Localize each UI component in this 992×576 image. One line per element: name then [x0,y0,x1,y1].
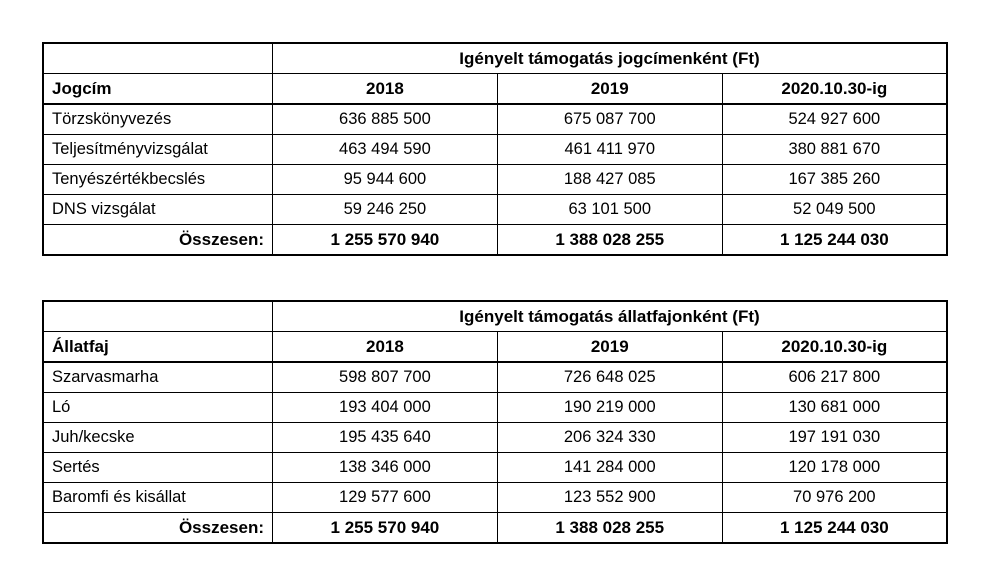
year-header-2019: 2019 [496,331,723,363]
value-cell: 130 681 000 [721,392,948,423]
value-cell: 598 807 700 [272,361,498,393]
value-cell: 52 049 500 [721,194,948,225]
value-cell: 461 411 970 [496,134,723,165]
table-title: Igényelt támogatás állatfajonként (Ft) [272,300,948,332]
value-cell: 95 944 600 [272,164,498,195]
row-label: Sertés [42,452,273,483]
table-row: Baromfi és kisállat 129 577 600 123 552 … [42,482,948,513]
value-cell: 463 494 590 [272,134,498,165]
value-cell: 129 577 600 [272,482,498,513]
row-label: Teljesítményvizsgálat [42,134,273,165]
row-label: Tenyészértékbecslés [42,164,273,195]
value-cell: 524 927 600 [721,103,948,135]
value-cell: 59 246 250 [272,194,498,225]
table-support-by-legal-title: Igényelt támogatás jogcímenként (Ft) Jog… [42,42,948,256]
corner-empty-cell [42,300,273,332]
table-row: Ló 193 404 000 190 219 000 130 681 000 [42,392,948,423]
total-label: Összesen: [42,224,273,256]
value-cell: 138 346 000 [272,452,498,483]
value-cell: 380 881 670 [721,134,948,165]
value-cell: 70 976 200 [721,482,948,513]
row-label: Törzskönyvezés [42,103,273,135]
year-header-2020: 2020.10.30-ig [721,73,948,105]
row-label: Juh/kecske [42,422,273,453]
table-row: Törzskönyvezés 636 885 500 675 087 700 5… [42,103,948,135]
table-title-row: Igényelt támogatás jogcímenként (Ft) [42,42,948,74]
year-header-2020: 2020.10.30-ig [721,331,948,363]
table-row: Szarvasmarha 598 807 700 726 648 025 606… [42,361,948,393]
total-value-cell: 1 255 570 940 [272,224,498,256]
total-value-cell: 1 388 028 255 [496,224,723,256]
label-column-header: Jogcím [42,73,273,105]
label-column-header: Állatfaj [42,331,273,363]
total-row: Összesen: 1 255 570 940 1 388 028 255 1 … [42,224,948,256]
value-cell: 123 552 900 [496,482,723,513]
value-cell: 188 427 085 [496,164,723,195]
value-cell: 636 885 500 [272,103,498,135]
row-label: Ló [42,392,273,423]
value-cell: 120 178 000 [721,452,948,483]
table-support-by-animal-species: Igényelt támogatás állatfajonként (Ft) Á… [42,300,948,544]
total-value-cell: 1 125 244 030 [721,512,948,544]
total-row: Összesen: 1 255 570 940 1 388 028 255 1 … [42,512,948,544]
year-header-2018: 2018 [272,73,498,105]
value-cell: 190 219 000 [496,392,723,423]
value-cell: 167 385 260 [721,164,948,195]
value-cell: 726 648 025 [496,361,723,393]
table-row: Tenyészértékbecslés 95 944 600 188 427 0… [42,164,948,195]
column-header-row: Jogcím 2018 2019 2020.10.30-ig [42,73,948,105]
year-header-2019: 2019 [496,73,723,105]
year-header-2018: 2018 [272,331,498,363]
total-value-cell: 1 388 028 255 [496,512,723,544]
table-title: Igényelt támogatás jogcímenként (Ft) [272,42,948,74]
row-label: Baromfi és kisállat [42,482,273,513]
table-row: Juh/kecske 195 435 640 206 324 330 197 1… [42,422,948,453]
value-cell: 195 435 640 [272,422,498,453]
value-cell: 63 101 500 [496,194,723,225]
column-header-row: Állatfaj 2018 2019 2020.10.30-ig [42,331,948,363]
table-row: DNS vizsgálat 59 246 250 63 101 500 52 0… [42,194,948,225]
value-cell: 675 087 700 [496,103,723,135]
row-label: DNS vizsgálat [42,194,273,225]
row-label: Szarvasmarha [42,361,273,393]
table-title-row: Igényelt támogatás állatfajonként (Ft) [42,300,948,332]
table-row: Teljesítményvizsgálat 463 494 590 461 41… [42,134,948,165]
table-row: Sertés 138 346 000 141 284 000 120 178 0… [42,452,948,483]
value-cell: 197 191 030 [721,422,948,453]
total-value-cell: 1 125 244 030 [721,224,948,256]
total-label: Összesen: [42,512,273,544]
value-cell: 206 324 330 [496,422,723,453]
value-cell: 606 217 800 [721,361,948,393]
total-value-cell: 1 255 570 940 [272,512,498,544]
value-cell: 193 404 000 [272,392,498,423]
corner-empty-cell [42,42,273,74]
value-cell: 141 284 000 [496,452,723,483]
